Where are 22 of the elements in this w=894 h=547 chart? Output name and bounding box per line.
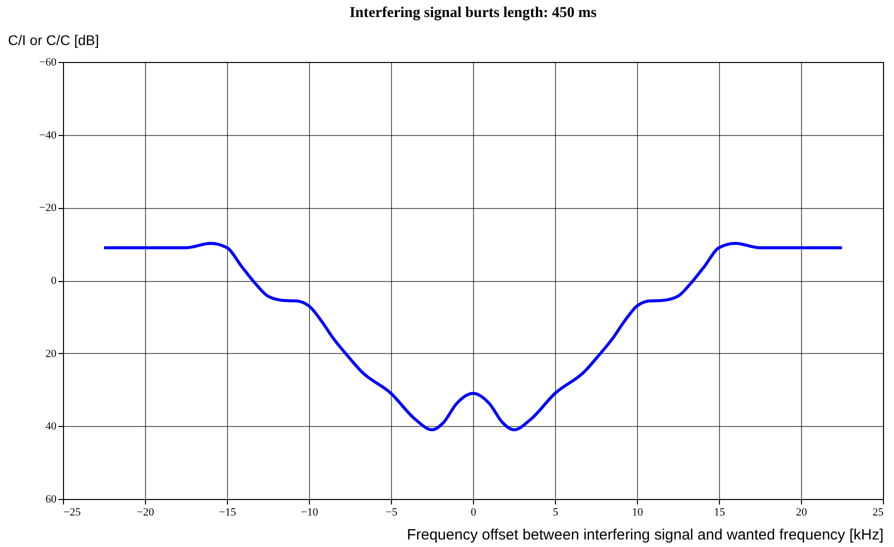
x-tick-label: −20 [136, 506, 155, 518]
x-tick-label: 20 [796, 506, 808, 518]
y-tick-label: 60 [46, 494, 57, 506]
x-tick-label: 25 [872, 506, 884, 518]
y-tick-label: −20 [39, 202, 57, 214]
x-tick-label: 10 [632, 506, 644, 518]
y-tick-label: 40 [46, 420, 57, 433]
y-tick-label: −60 [39, 56, 57, 68]
y-tick-label: 0 [51, 275, 57, 287]
y-tick-label: 20 [46, 348, 57, 360]
chart-title: Interfering signal burts length: 450 ms [349, 5, 597, 21]
x-tick-label: 15 [714, 506, 726, 518]
x-tick-label: −5 [386, 506, 398, 518]
x-tick-label: 0 [470, 506, 477, 518]
x-tick-label: 5 [552, 506, 559, 518]
x-axis-title: Frequency offset between interfering signal and wanted frequency [kHz] [406, 526, 884, 544]
x-tick-label: −10 [300, 506, 319, 518]
line-series [102, 242, 844, 432]
y-axis-title: C/I or C/C [dB] [8, 32, 100, 48]
x-tick-label: −25 [64, 506, 82, 518]
y-tick-label: −40 [39, 129, 57, 142]
x-tick-label: −15 [218, 506, 237, 518]
